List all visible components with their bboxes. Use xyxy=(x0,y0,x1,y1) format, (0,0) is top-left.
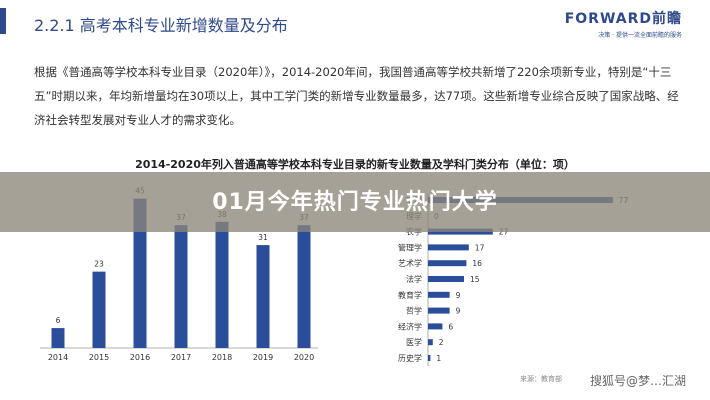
hvalue-label-哲学: 9 xyxy=(456,307,461,316)
hbar-艺术学 xyxy=(428,260,467,267)
hbar-医学 xyxy=(428,339,433,346)
category-label-管理学: 管理学 xyxy=(398,242,422,252)
bar-2015 xyxy=(92,271,106,348)
bar-2019 xyxy=(256,245,270,348)
value-label-2014: 6 xyxy=(56,316,61,325)
category-label-哲学: 哲学 xyxy=(406,306,422,316)
hvalue-label-医学: 2 xyxy=(439,338,444,347)
tick-label-2018: 2018 xyxy=(212,353,232,362)
hvalue-label-艺术学: 16 xyxy=(472,259,482,268)
tick-label-2014: 2014 xyxy=(48,353,68,362)
source-note: 来源：教育部 xyxy=(520,375,562,383)
brand-name: FORWARD前瞻 xyxy=(564,11,682,27)
header-accent-bar xyxy=(0,8,6,34)
value-label-2019: 31 xyxy=(258,233,268,242)
bar-2017 xyxy=(174,225,188,348)
tick-label-2020: 2020 xyxy=(294,353,314,362)
hbar-经济学 xyxy=(428,323,443,330)
hbar-教育学 xyxy=(428,291,450,298)
hvalue-label-管理学: 17 xyxy=(475,243,485,252)
category-label-历史学: 历史学 xyxy=(398,353,422,363)
tick-label-2015: 2015 xyxy=(89,353,109,362)
hbar-哲学 xyxy=(428,307,450,314)
category-label-法学: 法学 xyxy=(406,274,422,284)
hbar-历史学 xyxy=(428,355,431,361)
intro-paragraph: 根据《普通高等学校本科专业目录（2020年）》，2014-2020年间，我国普通… xyxy=(34,65,679,127)
hvalue-label-历史学: 1 xyxy=(436,354,441,363)
value-label-2015: 23 xyxy=(94,260,104,269)
brand-logo: FORWARD前瞻 决策 · 提供一流全面前瞻的服务 xyxy=(565,8,682,39)
category-label-经济学: 经济学 xyxy=(398,321,422,331)
bar-2016 xyxy=(133,198,147,348)
brand-slogan: 决策 · 提供一流全面前瞻的服务 xyxy=(598,32,682,39)
bar-2014 xyxy=(51,328,65,348)
overlay-title: 01月今年热门专业热门大学 xyxy=(212,190,498,215)
hvalue-label-法学: 15 xyxy=(470,275,480,284)
chart-title: 2014-2020年列入普通高等学校本科专业目录的新专业数量及学科门类分布（单位… xyxy=(135,158,575,171)
tick-label-2016: 2016 xyxy=(130,353,150,362)
hvalue-label-教育学: 9 xyxy=(456,291,461,300)
hbar-法学 xyxy=(428,276,464,282)
tick-label-2019: 2019 xyxy=(253,353,273,362)
category-label-教育学: 教育学 xyxy=(398,290,422,300)
hvalue-label-经济学: 6 xyxy=(448,322,453,331)
watermark: 搜狐号@梦…汇湖 xyxy=(590,374,687,388)
overlay-banner xyxy=(0,172,710,232)
bar-2018 xyxy=(215,221,229,348)
page-title: 2.2.1 高考本科专业新增数量及分布 xyxy=(34,16,288,35)
category-label-医学: 医学 xyxy=(406,337,422,347)
category-label-艺术学: 艺术学 xyxy=(398,258,422,268)
tick-label-2017: 2017 xyxy=(171,353,191,362)
hbar-管理学 xyxy=(428,244,469,251)
hvalue-label-农学: 27 xyxy=(499,228,509,237)
page-header: 2.2.1 高考本科专业新增数量及分布 FORWARD前瞻 决策 · 提供一流全… xyxy=(0,0,710,46)
bar-2020 xyxy=(297,225,311,348)
